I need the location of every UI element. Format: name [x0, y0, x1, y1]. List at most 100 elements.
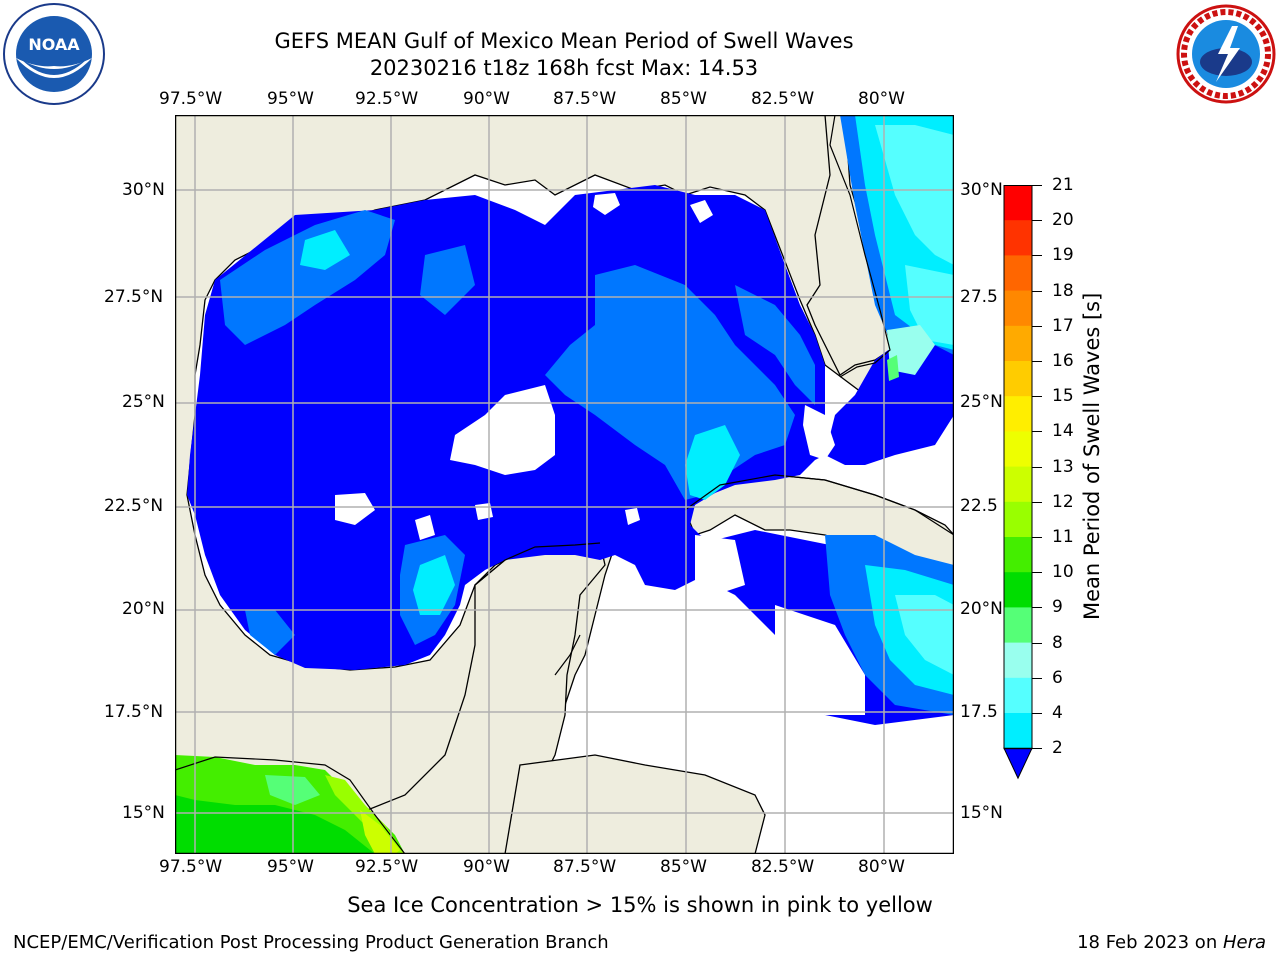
colorbar-segment	[1004, 501, 1032, 538]
lat-tick-left: 25°N	[122, 392, 165, 412]
swell-contour-6-8	[875, 125, 954, 675]
lon-tick-top: 85°W	[660, 89, 707, 109]
colorbar-tick-label: 9	[1052, 597, 1063, 618]
colorbar-segment	[1004, 325, 1032, 362]
colorbar-segment	[1004, 185, 1032, 221]
colorbar-tick-label: 15	[1052, 386, 1074, 407]
colorbar-tick-label: 14	[1052, 421, 1074, 442]
lon-tick-top: 82.5°W	[751, 89, 815, 109]
swell-field	[175, 115, 954, 854]
lat-tick-right: 27.5	[960, 287, 998, 307]
lon-tick-top: 80°W	[858, 89, 905, 109]
lon-tick-bottom: 95°W	[267, 857, 314, 877]
map-frame	[174, 114, 955, 855]
lon-tick-bottom: 82.5°W	[751, 857, 815, 877]
colorbar-segment	[1004, 537, 1032, 573]
colorbar-tick-label: 13	[1052, 456, 1074, 477]
colorbar-segment	[1004, 607, 1032, 644]
colorbar	[1000, 185, 1038, 785]
colorbar-tick-label: 4	[1052, 703, 1063, 723]
colorbar-segment	[1004, 466, 1032, 503]
colorbar-tick-label: 8	[1052, 632, 1063, 653]
lon-tick-bottom: 92.5°W	[355, 857, 419, 877]
colorbar-tick-label: 18	[1052, 280, 1074, 301]
title-line-2: 20230216 t18z 168h fcst Max: 14.53	[369, 56, 759, 80]
lon-tick-bottom: 97.5°W	[159, 857, 223, 877]
lon-tick-top: 92.5°W	[355, 89, 419, 109]
colorbar-tick	[1032, 325, 1042, 327]
lat-tick-right: 22.5	[960, 496, 998, 516]
colorbar-tick	[1032, 290, 1042, 292]
sea-ice-note: Sea Ice Concentration > 15% is shown in …	[347, 893, 933, 917]
colorbar-segment	[1004, 572, 1032, 608]
colorbar-extend-triangle	[1003, 747, 1033, 780]
lon-tick-bottom: 85°W	[660, 857, 707, 877]
lat-tick-left: 30°N	[122, 180, 165, 200]
lon-tick-top: 87.5°W	[553, 89, 617, 109]
colorbar-tick	[1032, 572, 1042, 574]
lat-tick-left: 22.5°N	[104, 496, 164, 516]
colorbar-tick-label: 2	[1052, 738, 1063, 759]
colorbar-segment	[1004, 290, 1032, 327]
colorbar-tick-label: 11	[1052, 527, 1074, 547]
footer-date: 18 Feb 2023 on Hera	[1077, 932, 1266, 953]
lon-tick-bottom: 87.5°W	[553, 857, 617, 877]
colorbar-segment	[1004, 642, 1032, 679]
colorbar-tick	[1032, 713, 1042, 714]
colorbar-tick	[1032, 185, 1042, 186]
colorbar-tick	[1032, 677, 1042, 679]
colorbar-tick	[1032, 642, 1042, 644]
lat-tick-right: 20°N	[960, 599, 1003, 619]
lon-tick-top: 90°W	[463, 89, 510, 109]
colorbar-segment	[1004, 220, 1032, 256]
colorbar-tick	[1032, 255, 1042, 257]
colorbar-tick	[1032, 537, 1042, 538]
lon-tick-bottom: 90°W	[463, 857, 510, 877]
colorbar-tick	[1032, 220, 1042, 222]
colorbar-title: Mean Period of Swell Waves [s]	[1080, 292, 1104, 620]
lat-tick-right: 15°N	[960, 803, 1003, 823]
swell-contour-8-9	[887, 325, 935, 375]
noaa-logo: NOAA	[2, 2, 106, 106]
lat-tick-left: 17.5°N	[104, 702, 164, 722]
lon-tick-bottom: 80°W	[858, 857, 905, 877]
lat-tick-right: 25°N	[960, 392, 1003, 412]
colorbar-segment	[1004, 431, 1032, 468]
colorbar-tick-label: 12	[1052, 491, 1074, 512]
title-line-1: GEFS MEAN Gulf of Mexico Mean Period of …	[274, 29, 854, 53]
svg-text:NOAA: NOAA	[28, 35, 80, 54]
colorbar-tick	[1032, 607, 1042, 609]
lat-tick-left: 15°N	[122, 803, 165, 823]
colorbar-tick-label: 6	[1052, 667, 1063, 688]
lat-tick-left: 20°N	[122, 599, 165, 619]
lon-tick-top: 97.5°W	[159, 89, 223, 109]
colorbar-tick-label: 17	[1052, 315, 1074, 336]
lat-tick-right: 30°N	[960, 180, 1003, 200]
colorbar-tick	[1032, 748, 1042, 750]
map-panel	[174, 114, 955, 855]
colorbar-segment	[1004, 396, 1032, 432]
swell-contour-below-2	[825, 335, 954, 465]
lon-tick-top: 95°W	[267, 89, 314, 109]
colorbar-tick	[1032, 466, 1042, 468]
footer-branch: NCEP/EMC/Verification Post Processing Pr…	[13, 932, 609, 953]
no-swell-area	[335, 193, 865, 715]
colorbar-segment	[1004, 713, 1032, 749]
colorbar-tick-label: 20	[1052, 210, 1074, 231]
colorbar-tick-label: 10	[1052, 562, 1074, 583]
colorbar-segment	[1004, 361, 1032, 397]
coastline	[174, 114, 955, 855]
lat-tick-left: 27.5°N	[104, 287, 164, 307]
colorbar-tick-label: 21	[1052, 175, 1074, 195]
swell-contour-9-10	[887, 355, 899, 381]
colorbar-tick	[1032, 431, 1042, 433]
colorbar-segment	[1004, 677, 1032, 714]
gridlines	[175, 115, 954, 854]
colorbar-tick	[1032, 361, 1042, 362]
nws-logo	[1174, 4, 1278, 104]
colorbar-tick-label: 16	[1052, 351, 1074, 371]
colorbar-segment	[1004, 255, 1032, 292]
lat-tick-right: 17.5	[960, 702, 998, 722]
colorbar-tick	[1032, 396, 1042, 398]
